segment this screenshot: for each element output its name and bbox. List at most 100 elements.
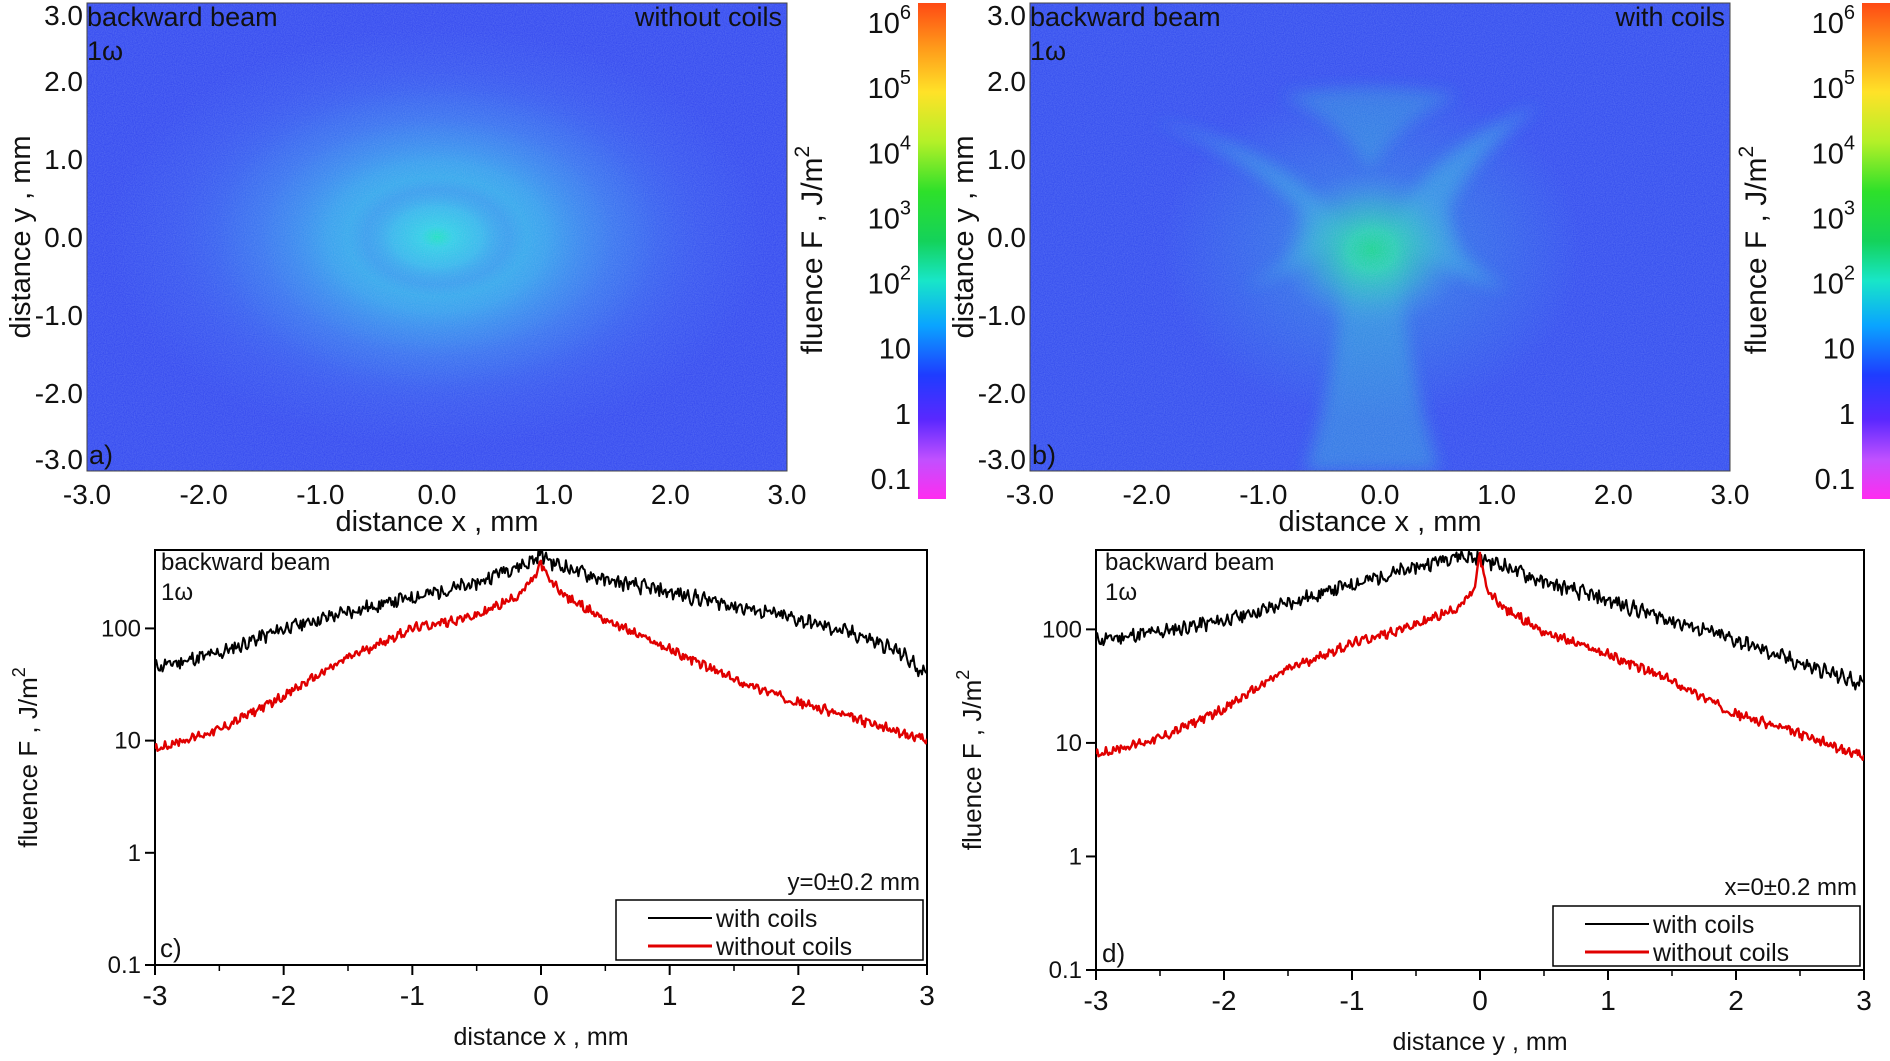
heatmap-b-y-tick-label: -3.0 <box>978 444 1026 475</box>
lineplot-d-legend-without: without coils <box>1652 939 1789 967</box>
lineplot-d-x-axis-title: distance y , mm <box>1392 1028 1567 1056</box>
colorbar-a-tick-label: 105 <box>868 67 911 105</box>
heatmap-b-y-tick-label: 2.0 <box>987 66 1026 97</box>
lineplot-d-harmonic: 1ω <box>1105 579 1137 606</box>
heatmap-b-frame <box>1029 2 1731 472</box>
heatmap-a-y-tick-label: 1.0 <box>44 144 83 175</box>
lineplot-c-legend: with coils without coils <box>615 899 924 961</box>
lineplot-d-y-tick-label: 1 <box>1069 843 1082 870</box>
heatmap-a-y-tick-label: 3.0 <box>44 0 83 31</box>
lineplot-c-series-without-coils <box>155 559 927 752</box>
heatmap-b-y-tick-label: 3.0 <box>987 0 1026 31</box>
colorbar-a-tick-label: 0.1 <box>871 464 911 496</box>
heatmap-a-x-tick-label: 0.0 <box>418 479 457 510</box>
heatmap-panel-b: -3.0 -2.0 -1.0 0.0 1.0 2.0 3.0 3.0 2.0 1.0 0.0 -1.0… <box>948 0 1749 538</box>
heatmap-b-y-axis-title: distance y , mm <box>948 135 980 338</box>
heatmap-b-panel-label: b) <box>1032 440 1056 470</box>
heatmap-b-x-tick-label: -2.0 <box>1123 479 1171 510</box>
lineplot-d-legend-box <box>1552 905 1861 967</box>
heatmap-b-title-right: with coils <box>1614 2 1725 32</box>
lineplot-d-legend: with coils without coils <box>1552 905 1861 967</box>
lineplot-c-series-with-coils <box>155 550 927 678</box>
lineplot-c-y-tick-label: 10 <box>114 728 141 755</box>
heatmap-a-y-tick-label: -3.0 <box>35 444 83 475</box>
heatmap-a-x-tick-label: 1.0 <box>534 479 573 510</box>
colorbar-b-tick-label: 10 <box>1823 334 1855 366</box>
colorbar-a-tick-label: 106 <box>868 2 911 40</box>
lineplot-c-y-tick-label: 0.1 <box>108 952 141 979</box>
colorbar-a-tick-label: 10 <box>879 334 911 366</box>
lineplot-d-x-tick-label: -1 <box>1340 985 1365 1016</box>
lineplot-d-y-tick-label: 0.1 <box>1049 957 1082 984</box>
heatmap-a-image <box>87 3 787 471</box>
lineplot-c-y-tick-label: 100 <box>101 615 141 642</box>
lineplot-d-legend-with: with coils <box>1652 911 1754 939</box>
lineplot-d-y-tick-label: 10 <box>1055 730 1082 757</box>
lineplot-c-harmonic: 1ω <box>161 579 193 606</box>
lineplot-c-title: backward beam <box>161 549 330 576</box>
lineplot-c-x-tick-label: -1 <box>400 980 425 1011</box>
heatmap-b-x-tick-label: 0.0 <box>1361 479 1400 510</box>
heatmap-a-harmonic: 1ω <box>87 36 123 66</box>
heatmap-a-panel-label: a) <box>89 440 113 470</box>
lineplot-d-x-tick-label: 1 <box>1600 985 1616 1016</box>
heatmap-a-title-left: backward beam <box>87 2 278 32</box>
colorbar-a-tick-label: 102 <box>868 263 911 301</box>
heatmap-b-image <box>1030 3 1730 471</box>
lineplot-d-x-tick-label: 2 <box>1728 985 1744 1016</box>
lineplot-c-panel-label: c) <box>160 933 182 963</box>
heatmap-a-x-tick-label: 2.0 <box>651 479 690 510</box>
heatmap-panel-a: -3.0 -2.0 -1.0 0.0 1.0 2.0 3.0 3.0 2.0 1.0 0.0 -1.0… <box>5 0 806 538</box>
heatmap-a-x-axis-title: distance x , mm <box>335 506 538 538</box>
heatmap-a-y-tick-label: -2.0 <box>35 378 83 409</box>
colorbar-b-gradient <box>1862 3 1890 499</box>
heatmap-a-frame <box>86 2 788 472</box>
heatmap-b-x-tick-label: -3.0 <box>1006 479 1054 510</box>
heatmap-a-y-tick-label: -1.0 <box>35 300 83 331</box>
lineplot-c-x-tick-label: 3 <box>919 980 935 1011</box>
lineplot-c-condition: y=0±0.2 mm <box>787 869 920 896</box>
heatmap-b-y-tick-label: -2.0 <box>978 378 1026 409</box>
colorbar-b-tick-label: 105 <box>1812 67 1855 105</box>
heatmap-a-title-right: without coils <box>634 2 782 32</box>
heatmap-b-x-tick-label: 2.0 <box>1594 479 1633 510</box>
lineplot-c-x-tick-label: 2 <box>791 980 807 1011</box>
colorbar-a-tick-label: 1 <box>895 399 911 431</box>
heatmap-a-x-tick-label: -1.0 <box>296 479 344 510</box>
lineplot-c-legend-without: without coils <box>715 933 852 961</box>
colorbar-a-tick-label: 104 <box>868 132 911 170</box>
colorbar-b-tick-label: 103 <box>1812 197 1855 235</box>
heatmap-a-x-tick-label: -2.0 <box>180 479 228 510</box>
lineplot-c-legend-box <box>615 899 924 961</box>
lineplot-d-condition: x=0±0.2 mm <box>1724 874 1857 901</box>
lineplot-d-x-tick-label: -2 <box>1212 985 1237 1016</box>
lineplot-d-x-tick-label: 0 <box>1472 985 1488 1016</box>
colorbar-b-tick-label: 102 <box>1812 263 1855 301</box>
lineplot-c-x-tick-label: -3 <box>143 980 168 1011</box>
heatmap-b-harmonic: 1ω <box>1030 36 1066 66</box>
lineplot-panel-c: -3 -2 -1 0 1 2 3 100 10 1 0.1 distance x , mm fluenc… <box>9 549 935 1051</box>
lineplot-c-x-tick-label: 1 <box>662 980 678 1011</box>
lineplot-panel-d: -3 -2 -1 0 1 2 3 100 10 1 0.1 distance y , mm fluenc… <box>953 549 1872 1056</box>
lineplot-c-x-axis-title: distance x , mm <box>453 1023 628 1051</box>
colorbar-a-tick-label: 103 <box>868 197 911 235</box>
colorbar-a-label: fluence F , J/m2 <box>791 146 829 354</box>
colorbar-b-label: fluence F , J/m2 <box>1735 146 1773 354</box>
colorbar-b-tick-label: 104 <box>1812 132 1855 170</box>
heatmap-a-y-tick-label: 0.0 <box>44 222 83 253</box>
heatmap-b-x-tick-label: 3.0 <box>1711 479 1750 510</box>
lineplot-c-y-axis-title: fluence F , J/m2 <box>9 667 43 848</box>
heatmap-b-y-tick-label: 1.0 <box>987 144 1026 175</box>
lineplot-c-y-tick-label: 1 <box>128 840 141 867</box>
colorbar-b-tick-label: 106 <box>1812 2 1855 40</box>
lineplot-d-y-tick-label: 100 <box>1042 616 1082 643</box>
lineplot-c-x-tick-label: -2 <box>271 980 296 1011</box>
colorbar-b-tick-label: 1 <box>1839 399 1855 431</box>
heatmap-b-y-tick-label: -1.0 <box>978 300 1026 331</box>
lineplot-c-x-tick-label: 0 <box>533 980 549 1011</box>
lineplot-d-panel-label: d) <box>1102 938 1125 968</box>
heatmap-a-y-axis-title: distance y , mm <box>5 135 37 338</box>
